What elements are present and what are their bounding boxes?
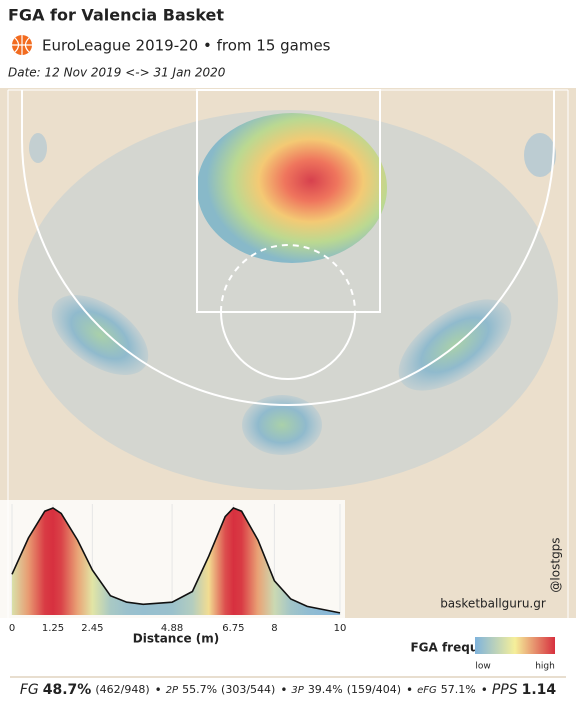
x-tick-label: 0 <box>9 623 15 634</box>
separator: • <box>406 683 413 697</box>
credit-handle: @lostgps <box>549 537 563 592</box>
stat-value: 57.1% <box>441 683 476 696</box>
stats-line: FG 48.7% (462/948) • 2P 55.7% (303/544) • 3P 39.4… <box>20 682 557 698</box>
date-range: Date: 12 Nov 2019 <-> 31 Jan 2020 <box>8 66 226 80</box>
stat-value: 55.7% <box>182 683 217 696</box>
x-tick-label: 2.45 <box>81 623 103 634</box>
separator: • <box>280 683 287 697</box>
stat-value: 48.7% <box>43 682 92 698</box>
legend-bar <box>475 637 555 654</box>
stat-value: 39.4% <box>308 683 343 696</box>
x-axis-label: Distance (m) <box>133 632 220 646</box>
stats: FG 48.7% (462/948) • 2P 55.7% (303/544) • 3P 39.4… <box>20 682 557 698</box>
stat-value: 1.14 <box>522 682 557 698</box>
legend-low: low <box>475 662 490 672</box>
x-tick-label: 8 <box>271 623 277 634</box>
legend-high: high <box>535 662 555 672</box>
stat-label: 3P <box>291 685 304 696</box>
logo <box>12 35 32 55</box>
density-area <box>12 508 340 615</box>
stat-detail: (159/404) <box>347 683 401 696</box>
subtitle: EuroLeague 2019-20 • from 15 games <box>42 37 331 55</box>
density-line <box>11 507 341 614</box>
x-tick-label: 10 <box>334 623 347 634</box>
stat-label: PPS <box>492 682 518 698</box>
title: FGA for Valencia Basket <box>8 6 224 25</box>
x-tick-label: 1.25 <box>42 623 64 634</box>
x-tick-label: 4.88 <box>161 623 183 634</box>
separator: • <box>155 683 162 697</box>
credit-site: basketballguru.gr <box>440 597 546 611</box>
x-tick-label: 6.75 <box>222 623 244 634</box>
separator: • <box>481 683 488 697</box>
stat-detail: (462/948) <box>95 683 149 696</box>
stat-label: eFG <box>417 685 437 696</box>
stat-label: 2P <box>166 685 179 696</box>
stat-label: FG <box>20 682 39 698</box>
stat-detail: (303/544) <box>221 683 275 696</box>
court <box>0 88 576 618</box>
